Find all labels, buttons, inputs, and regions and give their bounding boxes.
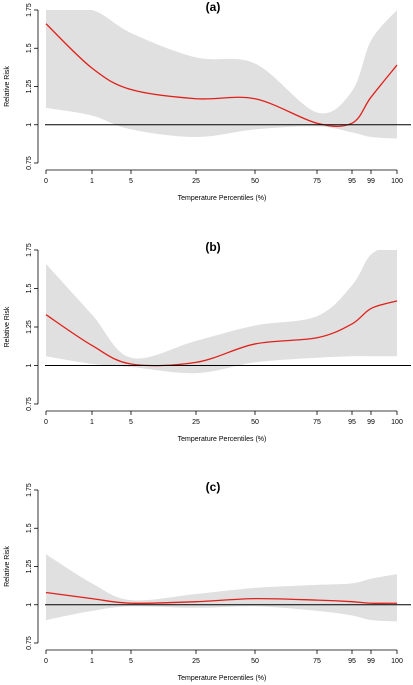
panel-title: (b) <box>205 240 220 254</box>
y-tick-label: 1 <box>26 123 33 127</box>
x-tick-label: 50 <box>251 419 259 426</box>
y-axis-label: Relative Risk <box>4 306 11 347</box>
x-tick-label: 75 <box>313 419 321 426</box>
chart-panel-2: 0.75 1 1.25 1.5 1.75 0 1 5 25 50 75 95 99 100 Temperat… <box>4 240 411 443</box>
x-tick-label: 95 <box>348 419 356 426</box>
chart-panel-3: 0.75 1 1.25 1.5 1.75 0 1 5 25 50 75 95 99 100 Temperat… <box>4 480 411 682</box>
y-axis-label: Relative Risk <box>4 546 11 587</box>
panel-title: (a) <box>206 0 221 14</box>
chart-panel-1: 0.75 1 1.25 1.5 1.75 0 1 5 25 50 75 95 99 100 Temperat… <box>4 0 411 202</box>
x-tick-label: 25 <box>192 178 200 185</box>
x-tick-label: 5 <box>129 178 133 185</box>
x-tick-label: 50 <box>251 178 259 185</box>
y-tick-label: 0.75 <box>26 636 33 650</box>
y-tick-label: 1.25 <box>26 560 33 574</box>
y-tick-label: 1.75 <box>26 483 33 497</box>
confidence-band <box>46 250 397 374</box>
x-tick-label: 99 <box>367 419 375 426</box>
plot-area <box>45 250 398 374</box>
y-tick-label: 1.75 <box>26 3 33 17</box>
panel-title: (c) <box>206 480 221 494</box>
y-tick-label: 0.75 <box>26 397 33 411</box>
relative-risk-line <box>45 300 398 367</box>
relative-risk-line <box>45 591 398 604</box>
y-tick-label: 1 <box>26 363 33 367</box>
x-axis-label: Temperature Percentiles (%) <box>178 436 267 443</box>
x-tick-label: 5 <box>129 419 133 426</box>
y-tick-label: 1.5 <box>26 523 33 533</box>
x-tick-label: 0 <box>44 419 48 426</box>
x-tick-label: 1 <box>90 178 94 185</box>
y-tick-label: 1.25 <box>26 80 33 94</box>
y-tick-label: 1.5 <box>26 43 33 53</box>
y-tick-label: 1.5 <box>26 284 33 294</box>
x-tick-label: 99 <box>367 178 375 185</box>
x-tick-label: 75 <box>313 658 321 665</box>
x-tick-label: 100 <box>391 419 403 426</box>
x-axis-label: Temperature Percentiles (%) <box>178 675 267 682</box>
x-tick-label: 75 <box>313 178 321 185</box>
x-tick-label: 95 <box>348 178 356 185</box>
x-tick-label: 100 <box>391 658 403 665</box>
x-axis-label: Temperature Percentiles (%) <box>178 195 267 202</box>
x-tick-label: 0 <box>44 658 48 665</box>
x-tick-label: 0 <box>44 178 48 185</box>
y-axis-label: Relative Risk <box>4 66 11 107</box>
confidence-band <box>46 10 397 139</box>
y-tick-label: 1 <box>26 603 33 607</box>
y-tick-label: 1.25 <box>26 320 33 334</box>
x-tick-label: 5 <box>129 658 133 665</box>
x-tick-label: 1 <box>90 419 94 426</box>
x-tick-label: 99 <box>367 658 375 665</box>
plot-area <box>45 554 398 622</box>
x-tick-label: 1 <box>90 658 94 665</box>
x-tick-label: 95 <box>348 658 356 665</box>
x-tick-label: 25 <box>192 419 200 426</box>
y-tick-label: 1.75 <box>26 243 33 257</box>
confidence-band <box>46 554 397 622</box>
x-tick-label: 50 <box>251 658 259 665</box>
plot-area <box>45 10 398 139</box>
x-tick-label: 25 <box>192 658 200 665</box>
y-tick-label: 0.75 <box>26 156 33 170</box>
x-tick-label: 100 <box>391 178 403 185</box>
relative-risk-line <box>45 23 398 128</box>
